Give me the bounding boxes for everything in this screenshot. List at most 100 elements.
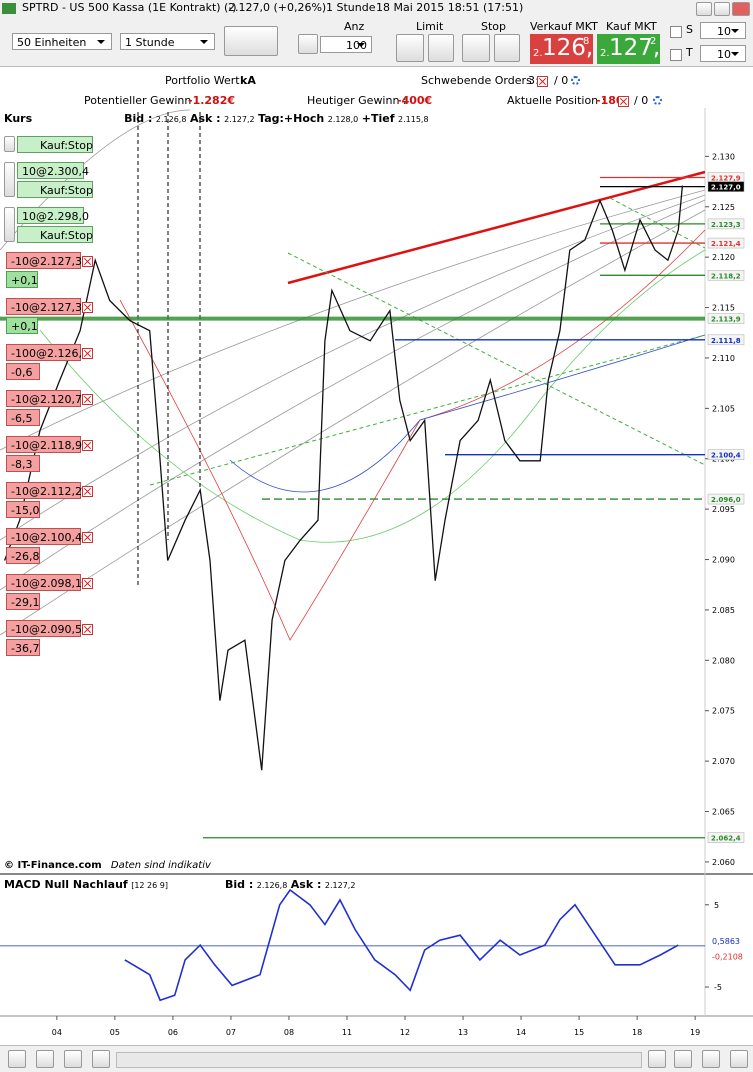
tool-button[interactable] bbox=[648, 1050, 666, 1068]
price-line bbox=[3, 185, 684, 771]
units-select[interactable]: 50 Einheiten bbox=[12, 33, 112, 50]
scrollbar[interactable] bbox=[116, 1052, 642, 1068]
sell-button[interactable]: 2. 126, 8 bbox=[530, 34, 593, 64]
close-position-icon[interactable] bbox=[82, 348, 93, 359]
position-price[interactable]: -100@2.126,6 bbox=[6, 344, 89, 361]
anz-input[interactable]: 100 bbox=[320, 36, 372, 53]
stop-price[interactable]: 10@2.298,0 bbox=[17, 207, 89, 224]
position-label: Aktuelle Position : bbox=[507, 94, 606, 107]
chart-header: Kurs Bid : 2.126,8 Ask : 2.127,2 Tag:+Ho… bbox=[4, 112, 429, 125]
t-checkbox[interactable] bbox=[670, 49, 682, 61]
position-pnl: -36,7 bbox=[6, 639, 40, 656]
minimize-button[interactable] bbox=[696, 2, 712, 16]
position-price[interactable]: -10@2.127,3 bbox=[6, 252, 82, 269]
window-quote: 2.127,0 (+0,26%) bbox=[228, 1, 327, 14]
stop-price[interactable]: 10@2.300,4 bbox=[17, 162, 89, 179]
y-tick-label: 2.085 bbox=[712, 606, 735, 615]
vertical-markers bbox=[137, 112, 201, 588]
limit-sell-button[interactable] bbox=[428, 34, 454, 62]
close-position-icon[interactable] bbox=[82, 394, 93, 405]
close-position-icon[interactable] bbox=[82, 578, 93, 589]
ask-label: Ask : bbox=[189, 112, 221, 125]
limit-buy-button[interactable] bbox=[396, 34, 424, 62]
level-label: 2.127,0 bbox=[711, 184, 741, 192]
position-price[interactable]: -10@2.090,5 bbox=[6, 620, 82, 637]
position-price[interactable]: -10@2.127,3 bbox=[6, 298, 82, 315]
position-price[interactable]: -10@2.100,4 bbox=[6, 528, 82, 545]
x-tick-label: 06 bbox=[168, 1028, 178, 1037]
x-tick-label: 08 bbox=[284, 1028, 294, 1037]
pending-rest: / 0 bbox=[554, 74, 569, 87]
curve bbox=[119, 229, 706, 641]
tool-button[interactable] bbox=[8, 1050, 26, 1068]
stop-sell-button[interactable] bbox=[494, 34, 520, 62]
stop-buy-button[interactable] bbox=[462, 34, 490, 62]
stop-handle[interactable] bbox=[4, 207, 15, 242]
trend-line bbox=[149, 334, 706, 486]
s-input[interactable]: 10 bbox=[700, 22, 746, 39]
chart-type-button[interactable] bbox=[224, 26, 278, 56]
trend-line bbox=[609, 197, 706, 249]
cancel-icon[interactable] bbox=[537, 76, 548, 87]
high-label: +Hoch bbox=[283, 112, 325, 125]
close-position-icon[interactable] bbox=[82, 256, 93, 267]
zoom-out-button[interactable] bbox=[702, 1050, 720, 1068]
zoom-in-button[interactable] bbox=[674, 1050, 692, 1068]
chart-title: Kurs bbox=[4, 112, 33, 125]
close-position-icon[interactable] bbox=[82, 302, 93, 313]
stop-label[interactable]: Kauf:Stop bbox=[17, 226, 93, 243]
level-label-box bbox=[707, 270, 745, 281]
position-price[interactable]: -10@2.098,1 bbox=[6, 574, 82, 591]
t-input[interactable]: 10 bbox=[700, 45, 746, 62]
settings-button[interactable] bbox=[298, 34, 318, 54]
curve bbox=[39, 249, 706, 543]
curve bbox=[0, 199, 706, 591]
stop-handle[interactable] bbox=[4, 162, 15, 197]
portfolio-label: Portfolio Wert : bbox=[165, 74, 247, 87]
position-pnl: -0,6 bbox=[6, 363, 40, 380]
stop-handle[interactable] bbox=[4, 136, 15, 152]
t-label: T bbox=[686, 46, 693, 59]
bid-value: 2.126,8 bbox=[155, 115, 187, 124]
position-price[interactable]: -10@2.118,9 bbox=[6, 436, 82, 453]
close-position-icon[interactable] bbox=[82, 486, 93, 497]
indicator-curves bbox=[0, 109, 706, 641]
stop-label[interactable]: Kauf:Stop bbox=[17, 181, 93, 198]
tool-button[interactable] bbox=[730, 1050, 748, 1068]
buy-button[interactable]: 2. 127, 2 bbox=[597, 34, 660, 64]
settings-icon[interactable] bbox=[571, 76, 580, 85]
close-position-icon[interactable] bbox=[82, 532, 93, 543]
x-axis-band bbox=[0, 1017, 753, 1045]
tool-button[interactable] bbox=[64, 1050, 82, 1068]
y-tick-label: 2.130 bbox=[712, 152, 735, 161]
timeframe-select[interactable]: 1 Stunde bbox=[120, 33, 215, 50]
close-position-icon[interactable] bbox=[618, 96, 629, 107]
position-price[interactable]: -10@2.112,2 bbox=[6, 482, 82, 499]
level-label: 2.096,0 bbox=[711, 496, 741, 504]
stop-label[interactable]: Kauf:Stop bbox=[17, 136, 93, 153]
macd-title: MACD Null Nachlauf bbox=[4, 878, 128, 891]
bid-value: 2.126,8 bbox=[256, 881, 288, 890]
high-value: 2.128,0 bbox=[327, 115, 359, 124]
s-checkbox[interactable] bbox=[670, 26, 682, 38]
bid-label: Bid : bbox=[124, 112, 153, 125]
level-label-box bbox=[707, 181, 745, 192]
level-label-box bbox=[707, 313, 745, 324]
ask-value: 2.127,2 bbox=[324, 881, 356, 890]
close-position-icon[interactable] bbox=[82, 440, 93, 451]
tool-button[interactable] bbox=[36, 1050, 54, 1068]
settings-icon[interactable] bbox=[653, 96, 662, 105]
position-price[interactable]: -10@2.120,7 bbox=[6, 390, 82, 407]
title-bar: SPTRD - US 500 Kassa (1E Kontrakt) (-) 2… bbox=[0, 0, 753, 19]
y-tick-label: 2.110 bbox=[712, 354, 735, 363]
tool-button[interactable] bbox=[92, 1050, 110, 1068]
copyright: © IT-Finance.com Daten sind indikativ bbox=[4, 860, 211, 871]
maximize-button[interactable] bbox=[714, 2, 730, 16]
close-button[interactable] bbox=[732, 2, 750, 16]
close-position-icon[interactable] bbox=[82, 624, 93, 635]
x-tick-label: 07 bbox=[226, 1028, 236, 1037]
level-label: 2.100,4 bbox=[711, 452, 741, 460]
y-tick-label: 2.090 bbox=[712, 556, 735, 565]
x-tick-label: 18 bbox=[632, 1028, 642, 1037]
